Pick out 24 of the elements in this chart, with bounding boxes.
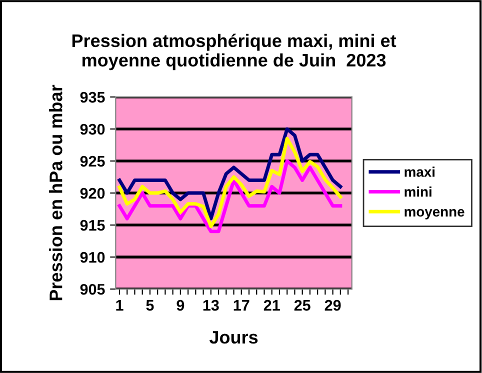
y-tick-label: 930 [80, 124, 105, 135]
x-axis-title: Jours [209, 331, 258, 344]
y-tick-label: 910 [80, 252, 105, 263]
legend-label: maxi [404, 166, 434, 177]
x-tick-label: 1 [116, 300, 124, 311]
chart-title: Pression atmosphérique maxi, mini et moyenne quotidienne de Juin 2023 [72, 34, 396, 70]
line-series [118, 159, 342, 234]
y-tick-label: 915 [80, 220, 105, 231]
line-series [118, 127, 342, 220]
x-tick-label: 17 [234, 300, 250, 311]
x-tick-label: 29 [324, 300, 341, 311]
x-tick-label: 21 [264, 300, 280, 311]
y-tick-label: 925 [80, 156, 105, 167]
y-tick-label: 920 [80, 188, 105, 199]
line-series [118, 136, 342, 228]
y-tick-label: 935 [80, 92, 105, 103]
x-tick-label: 13 [203, 300, 219, 311]
y-axis-title: Pression en hPa ou mbar [49, 84, 62, 300]
legend-label: moyenne [404, 209, 464, 220]
legend-label: mini [404, 186, 432, 197]
y-tick-label: 905 [80, 284, 105, 295]
x-tick-label: 5 [146, 300, 154, 311]
x-tick-label: 9 [176, 300, 184, 311]
x-tick-label: 25 [294, 300, 310, 311]
